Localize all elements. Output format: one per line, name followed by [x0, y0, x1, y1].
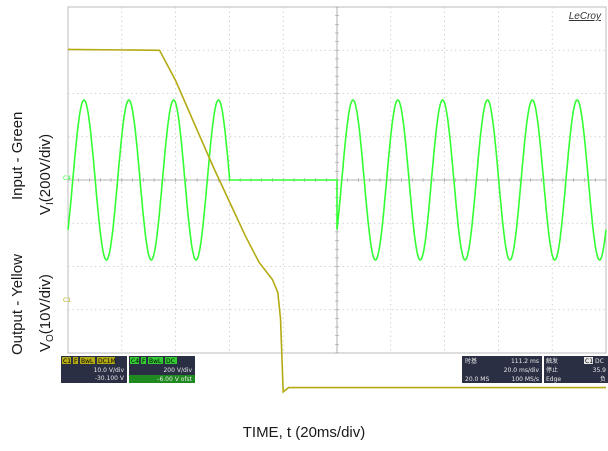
- svg-text:-6.00 V ofst: -6.00 V ofst: [157, 376, 192, 383]
- y-label-output-scale: VO(10V/div): [37, 274, 56, 352]
- input-series-line: [67, 99, 607, 261]
- svg-text:200 V/div: 200 V/div: [163, 367, 192, 374]
- svg-text:停止: 停止: [546, 366, 558, 374]
- svg-text:10.0 V/div: 10.0 V/div: [94, 367, 125, 374]
- svg-text:负: 负: [600, 375, 606, 383]
- y-label-input-scale: VI(200V/div): [37, 134, 56, 215]
- timebase-panel[interactable]: 时基 111.2 ms 20.0 ms/div 20.0 MS 100 MS/s: [462, 356, 542, 383]
- svg-text:触发: 触发: [546, 357, 558, 365]
- svg-text:C1: C1: [585, 358, 593, 365]
- brand-logo: LeCroy: [569, 11, 602, 22]
- svg-text:35.9: 35.9: [593, 367, 607, 374]
- x-axis-label: TIME, t (20ms/div): [242, 424, 366, 441]
- svg-text:DC1M: DC1M: [98, 358, 116, 365]
- svg-text:20.0 ms/div: 20.0 ms/div: [504, 367, 540, 374]
- svg-text:111.2 ms: 111.2 ms: [511, 358, 539, 365]
- trigger-panel[interactable]: 触发 C1 DC 停止 35.9 Edge 负: [544, 356, 608, 383]
- channel4-panel[interactable]: C4 F BwL DC 200 V/div -6.00 V ofst: [129, 356, 195, 383]
- traces: [67, 48, 607, 394]
- svg-text:F: F: [142, 358, 146, 365]
- y-label-input: Input - Green: [9, 112, 26, 200]
- y-label-output: Output - Yellow: [9, 254, 26, 355]
- svg-text:100 MS/s: 100 MS/s: [512, 376, 540, 383]
- svg-text:C1: C1: [63, 358, 71, 365]
- svg-text:DC: DC: [166, 358, 175, 365]
- svg-text:F: F: [74, 358, 78, 365]
- svg-text:时基: 时基: [465, 357, 477, 365]
- channel1-panel[interactable]: C1 F BwL DC1M 10.0 V/div -30.100 V: [61, 356, 127, 383]
- svg-text:BwL: BwL: [81, 358, 94, 365]
- input-channel-marker: C4: [63, 175, 71, 182]
- output-series-line: [67, 48, 606, 394]
- svg-text:-30.100 V: -30.100 V: [95, 375, 125, 382]
- svg-text:Edge: Edge: [546, 376, 561, 383]
- svg-text:20.0 MS: 20.0 MS: [465, 376, 489, 383]
- output-channel-marker: C1: [63, 297, 71, 304]
- svg-text:DC: DC: [595, 358, 604, 365]
- svg-text:C4: C4: [131, 358, 139, 365]
- svg-text:BwL: BwL: [149, 358, 162, 365]
